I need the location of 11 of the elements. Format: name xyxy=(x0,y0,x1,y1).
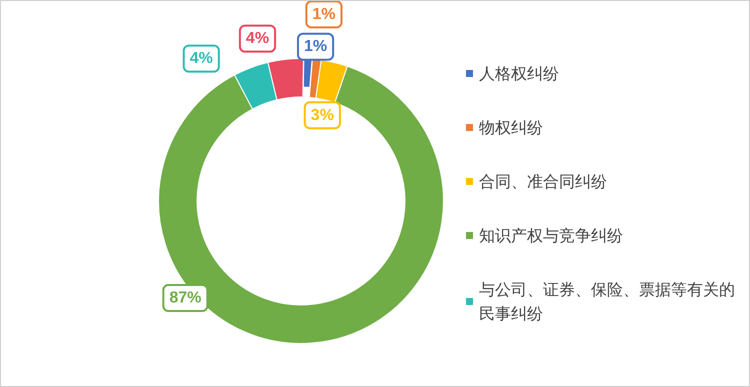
legend-label: 合同、准合同纠纷 xyxy=(479,172,607,191)
data-label: 1% xyxy=(304,38,328,56)
legend-label: 物权纠纷 xyxy=(479,118,543,137)
data-label: 1% xyxy=(312,6,336,23)
data-label: 87% xyxy=(169,290,202,307)
legend-label: 人格权纠纷 xyxy=(479,64,559,83)
data-label: 3% xyxy=(310,106,334,124)
data-label: 4% xyxy=(246,30,270,48)
data-label: 4% xyxy=(190,50,213,68)
legend-label: 知识产权与竞争纠纷 xyxy=(479,226,623,245)
legend-label: 与公司、证券、保险、票据等有关的民事纠纷 xyxy=(479,280,735,323)
